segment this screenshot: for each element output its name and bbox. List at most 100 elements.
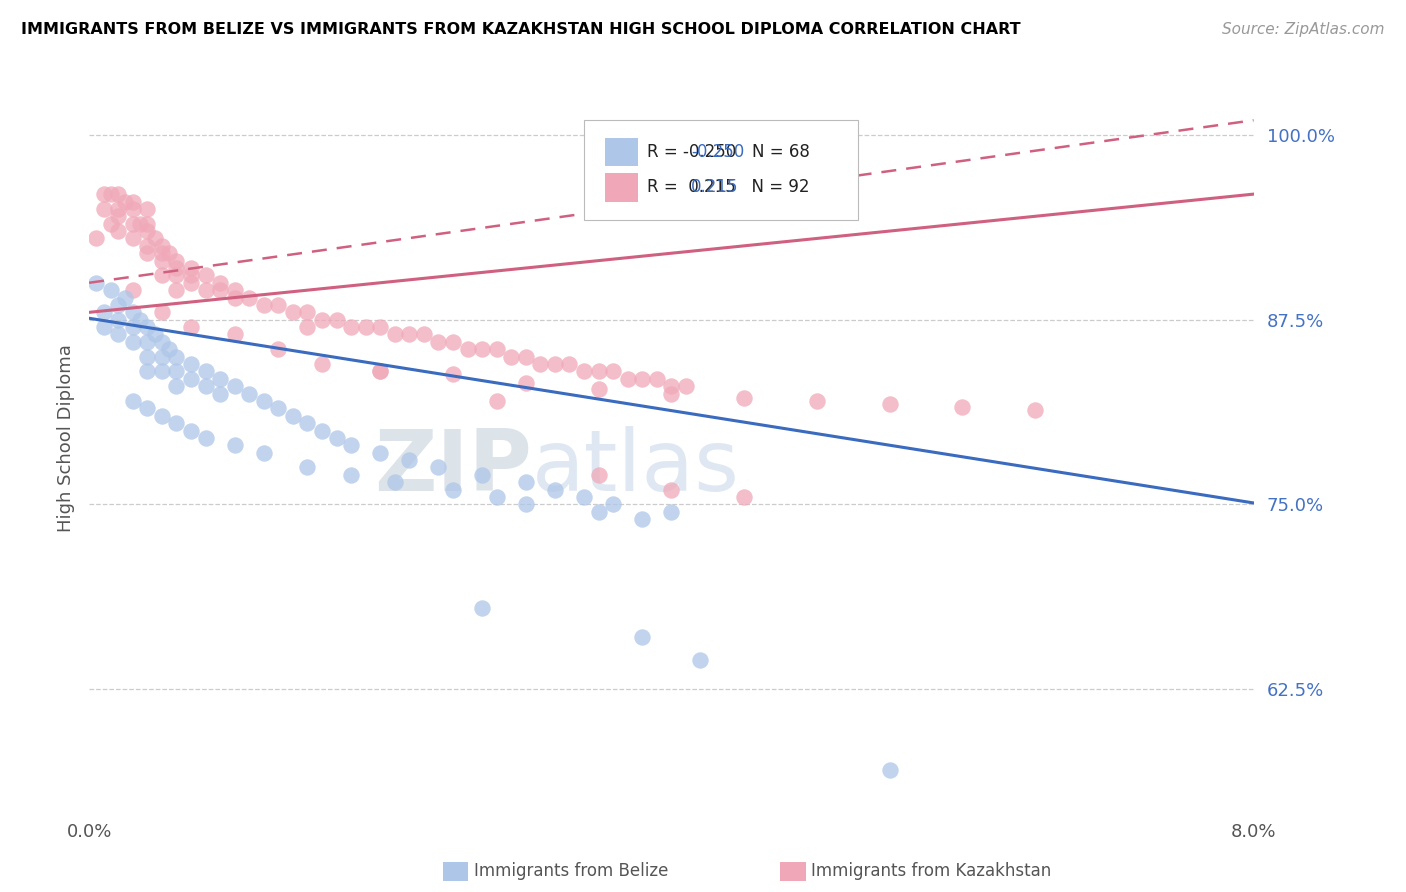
Point <box>165 260 187 275</box>
Point <box>136 246 159 260</box>
Point <box>631 512 654 526</box>
Point <box>645 372 668 386</box>
Point <box>86 276 108 290</box>
Point <box>121 394 143 409</box>
Point <box>631 372 654 386</box>
Point <box>100 283 122 297</box>
Point <box>311 357 333 371</box>
Point <box>86 231 108 245</box>
Point <box>107 312 129 326</box>
Point <box>150 268 173 283</box>
Point <box>267 298 290 312</box>
Point <box>121 320 143 334</box>
Text: ZIP: ZIP <box>374 426 531 509</box>
Point <box>136 224 159 238</box>
Point <box>354 320 377 334</box>
Point <box>121 231 143 245</box>
Text: Immigrants from Belize: Immigrants from Belize <box>474 863 668 880</box>
Text: -0.250: -0.250 <box>692 143 744 161</box>
Point <box>485 394 508 409</box>
Point <box>107 209 129 223</box>
Point <box>165 350 187 364</box>
Point <box>253 298 276 312</box>
Point <box>136 334 159 349</box>
Point <box>558 357 581 371</box>
Point <box>659 379 682 393</box>
Point <box>150 409 173 423</box>
Point <box>136 320 159 334</box>
Point <box>368 446 391 460</box>
Point <box>733 490 755 504</box>
Point <box>572 364 595 378</box>
Point <box>209 372 232 386</box>
Point <box>441 334 464 349</box>
Point <box>879 764 901 778</box>
Point <box>471 600 494 615</box>
Point <box>107 224 129 238</box>
Point <box>150 350 173 364</box>
Point <box>515 475 537 490</box>
Point <box>121 334 143 349</box>
Point <box>100 217 122 231</box>
Point <box>588 467 610 482</box>
Point <box>340 438 363 452</box>
Text: Source: ZipAtlas.com: Source: ZipAtlas.com <box>1222 22 1385 37</box>
Point <box>121 305 143 319</box>
Point <box>143 231 166 245</box>
Text: 0.215: 0.215 <box>692 178 738 196</box>
Point <box>501 350 523 364</box>
Point <box>107 327 129 342</box>
FancyBboxPatch shape <box>583 120 858 220</box>
Point <box>441 483 464 497</box>
Point <box>121 202 143 216</box>
Text: atlas: atlas <box>531 426 740 509</box>
Point <box>659 483 682 497</box>
Point <box>675 379 697 393</box>
Point <box>107 187 129 202</box>
Point <box>879 397 901 411</box>
Point <box>150 239 173 253</box>
Point <box>253 394 276 409</box>
Point <box>485 343 508 357</box>
Point <box>616 372 638 386</box>
Point <box>267 343 290 357</box>
Text: IMMIGRANTS FROM BELIZE VS IMMIGRANTS FROM KAZAKHSTAN HIGH SCHOOL DIPLOMA CORRELA: IMMIGRANTS FROM BELIZE VS IMMIGRANTS FRO… <box>21 22 1021 37</box>
Point <box>544 357 567 371</box>
Point <box>689 652 711 666</box>
Point <box>471 343 494 357</box>
Bar <box>605 138 637 166</box>
Text: R =  0.215   N = 92: R = 0.215 N = 92 <box>647 178 810 196</box>
Point <box>368 364 391 378</box>
Point <box>194 283 217 297</box>
Point <box>281 305 304 319</box>
Point <box>340 320 363 334</box>
Point <box>165 253 187 268</box>
Point <box>180 424 202 438</box>
Point <box>107 298 129 312</box>
Point <box>238 386 260 401</box>
Point <box>194 364 217 378</box>
Point <box>194 268 217 283</box>
Point <box>368 320 391 334</box>
Point <box>180 268 202 283</box>
Point <box>659 505 682 519</box>
Point <box>121 283 143 297</box>
Point <box>297 305 319 319</box>
Point <box>93 320 115 334</box>
Point <box>165 268 187 283</box>
Point <box>325 312 347 326</box>
Point <box>150 253 173 268</box>
Point <box>114 194 136 209</box>
Point <box>136 401 159 416</box>
Point <box>150 364 173 378</box>
Point <box>93 305 115 319</box>
Point <box>297 320 319 334</box>
Point <box>588 505 610 519</box>
Point <box>311 312 333 326</box>
Point <box>157 343 180 357</box>
Point <box>515 376 537 391</box>
Point <box>588 364 610 378</box>
Point <box>209 283 232 297</box>
Point <box>441 368 464 382</box>
Point <box>129 217 152 231</box>
